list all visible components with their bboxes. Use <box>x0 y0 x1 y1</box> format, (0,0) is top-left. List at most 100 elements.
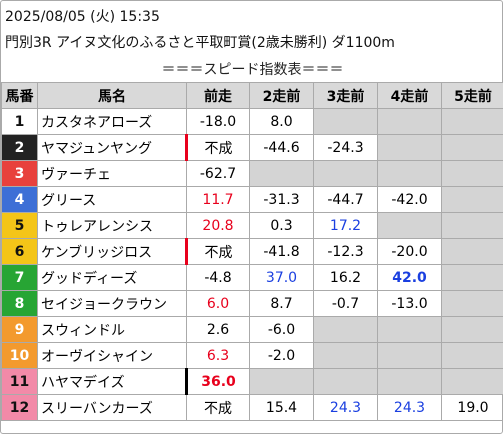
speed-index: -44.6 <box>249 134 314 161</box>
horse-number: 2 <box>1 134 38 161</box>
speed-index: -44.7 <box>313 186 378 213</box>
speed-index <box>377 212 442 239</box>
speed-index: 不成 <box>185 134 250 161</box>
speed-index <box>377 316 442 343</box>
speed-index: -20.0 <box>377 238 442 265</box>
horse-number: 5 <box>1 212 38 239</box>
horse-number: 6 <box>1 238 38 265</box>
speed-index: 不成 <box>185 238 250 265</box>
race-title: 門別3R アイヌ文化のふるさと平取町賞(2歳未勝利) ダ1100m <box>5 35 395 51</box>
speed-index <box>441 134 503 161</box>
speed-index: 24.3 <box>377 394 442 421</box>
horse-row: 10 オーヴイシャイン 6.3 -2.0 <box>1 342 503 369</box>
speed-index <box>313 368 378 395</box>
speed-index <box>249 368 314 395</box>
speed-index <box>377 108 442 135</box>
speed-index <box>441 212 503 239</box>
speed-index: 6.3 <box>186 342 250 369</box>
table-caption: ＝＝＝スピード指数表＝＝＝ <box>161 62 344 78</box>
speed-index: -4.8 <box>186 264 250 291</box>
horse-name: ケンブリッジロス <box>37 238 187 265</box>
horse-row: 8 セイジョークラウン 6.0 8.7 -0.7 -13.0 <box>1 290 503 317</box>
speed-index: -13.0 <box>377 290 442 317</box>
speed-index: 不成 <box>186 394 250 421</box>
horse-name: オーヴイシャイン <box>37 342 187 369</box>
speed-index: -12.3 <box>313 238 378 265</box>
speed-index <box>377 134 442 161</box>
speed-index <box>441 238 503 265</box>
horse-name: トゥレアレンシス <box>37 212 187 239</box>
speed-index: 16.2 <box>313 264 378 291</box>
header-row: 馬番 馬名 前走 2走前 3走前 4走前 5走前 <box>1 82 503 109</box>
horse-number: 7 <box>1 264 38 291</box>
horse-name: ハヤマデイズ <box>37 368 187 395</box>
horse-row: 9 スウィンドル 2.6 -6.0 <box>1 316 503 343</box>
speed-index <box>441 368 503 395</box>
speed-index: -2.0 <box>249 342 314 369</box>
column-header: 5走前 <box>441 82 503 109</box>
speed-index <box>313 316 378 343</box>
speed-index: -31.3 <box>249 186 314 213</box>
horse-number: 3 <box>1 160 38 187</box>
speed-index: -6.0 <box>249 316 314 343</box>
horse-row: 2 ヤマジュンヤング 不成 -44.6 -24.3 <box>1 134 503 161</box>
race-datetime: 2025/08/05 (火) 15:35 <box>5 9 160 25</box>
speed-index <box>441 160 503 187</box>
column-header: 3走前 <box>313 82 378 109</box>
speed-index: -62.7 <box>186 160 250 187</box>
speed-index <box>441 316 503 343</box>
speed-index: -41.8 <box>249 238 314 265</box>
horse-number: 4 <box>1 186 38 213</box>
horse-number: 11 <box>1 368 38 395</box>
speed-index <box>249 160 314 187</box>
speed-index: -18.0 <box>186 108 250 135</box>
column-header: 2走前 <box>249 82 314 109</box>
speed-index <box>441 186 503 213</box>
horse-row: 7 グッドディーズ -4.8 37.0 16.2 42.0 <box>1 264 503 291</box>
speed-index: 24.3 <box>313 394 378 421</box>
speed-index: 8.0 <box>249 108 314 135</box>
horse-number: 12 <box>1 394 38 421</box>
speed-index: -42.0 <box>377 186 442 213</box>
speed-index <box>441 342 503 369</box>
speed-index: 17.2 <box>313 212 378 239</box>
horse-name: セイジョークラウン <box>37 290 187 317</box>
column-header: 4走前 <box>377 82 442 109</box>
horse-number: 10 <box>1 342 38 369</box>
horse-row: 11 ハヤマデイズ 36.0 <box>1 368 503 395</box>
horse-row: 5 トゥレアレンシス 20.8 0.3 17.2 <box>1 212 503 239</box>
horse-name: スリーバンカーズ <box>37 394 187 421</box>
speed-index: 42.0 <box>377 264 442 291</box>
speed-index: 15.4 <box>249 394 314 421</box>
speed-index <box>313 160 378 187</box>
speed-index <box>377 342 442 369</box>
speed-index-table: 馬番 馬名 前走 2走前 3走前 4走前 5走前 1 カスタネアローズ -18.0 8.0 2 ヤマジ… <box>1 82 503 421</box>
speed-index: 37.0 <box>249 264 314 291</box>
horse-number: 1 <box>1 108 38 135</box>
horse-row: 12 スリーバンカーズ 不成 15.4 24.3 24.3 19.0 <box>1 394 503 421</box>
column-header: 馬名 <box>37 82 187 109</box>
horse-row: 4 グリース 11.7 -31.3 -44.7 -42.0 <box>1 186 503 213</box>
column-header: 前走 <box>186 82 250 109</box>
speed-index <box>313 342 378 369</box>
speed-index: 6.0 <box>186 290 250 317</box>
speed-index <box>377 160 442 187</box>
column-header: 馬番 <box>1 82 38 109</box>
speed-index: -0.7 <box>313 290 378 317</box>
horse-row: 6 ケンブリッジロス 不成 -41.8 -12.3 -20.0 <box>1 238 503 265</box>
horse-row: 1 カスタネアローズ -18.0 8.0 <box>1 108 503 135</box>
speed-index: 11.7 <box>186 186 250 213</box>
horse-name: ヴァーチェ <box>37 160 187 187</box>
horse-name: スウィンドル <box>37 316 187 343</box>
speed-index <box>377 368 442 395</box>
horse-name: グリース <box>37 186 187 213</box>
horse-name: グッドディーズ <box>37 264 187 291</box>
horse-number: 8 <box>1 290 38 317</box>
horse-number: 9 <box>1 316 38 343</box>
horse-row: 3 ヴァーチェ -62.7 <box>1 160 503 187</box>
speed-index: 36.0 <box>185 368 250 395</box>
speed-index <box>441 264 503 291</box>
speed-index: 2.6 <box>186 316 250 343</box>
speed-index <box>441 108 503 135</box>
